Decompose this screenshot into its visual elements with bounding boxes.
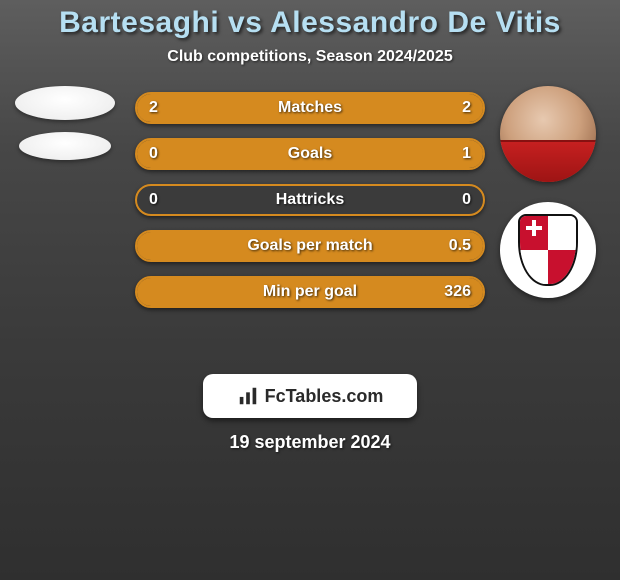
left-player-silhouette xyxy=(15,86,115,120)
bars-icon xyxy=(237,385,259,407)
date-text: 19 september 2024 xyxy=(0,432,620,453)
comparison-section: 22Matches 01Goals 00Hattricks 0.5Goals per … xyxy=(0,92,620,352)
left-player-column xyxy=(10,86,120,160)
stat-label: Matches xyxy=(137,94,483,122)
badge-text: FcTables.com xyxy=(265,386,384,407)
stat-label: Min per goal xyxy=(137,278,483,306)
stat-bar: 326Min per goal xyxy=(135,276,485,308)
right-club-crest xyxy=(500,202,596,298)
stat-bar: 01Goals xyxy=(135,138,485,170)
right-player-avatar xyxy=(500,86,596,182)
fctables-badge[interactable]: FcTables.com xyxy=(203,374,417,418)
stat-bar: 0.5Goals per match xyxy=(135,230,485,262)
shield-icon xyxy=(518,214,578,286)
stat-bar: 22Matches xyxy=(135,92,485,124)
stat-label: Hattricks xyxy=(137,186,483,214)
subtitle: Club competitions, Season 2024/2025 xyxy=(0,48,620,66)
page-title: Bartesaghi vs Alessandro De Vitis xyxy=(0,0,620,40)
content-root: Bartesaghi vs Alessandro De Vitis Club c… xyxy=(0,0,620,580)
right-player-column xyxy=(488,86,608,298)
stat-bar: 00Hattricks xyxy=(135,184,485,216)
left-crest-silhouette xyxy=(19,132,111,160)
comparison-bars: 22Matches 01Goals 00Hattricks 0.5Goals per … xyxy=(135,92,485,308)
stat-label: Goals per match xyxy=(137,232,483,260)
stat-label: Goals xyxy=(137,140,483,168)
